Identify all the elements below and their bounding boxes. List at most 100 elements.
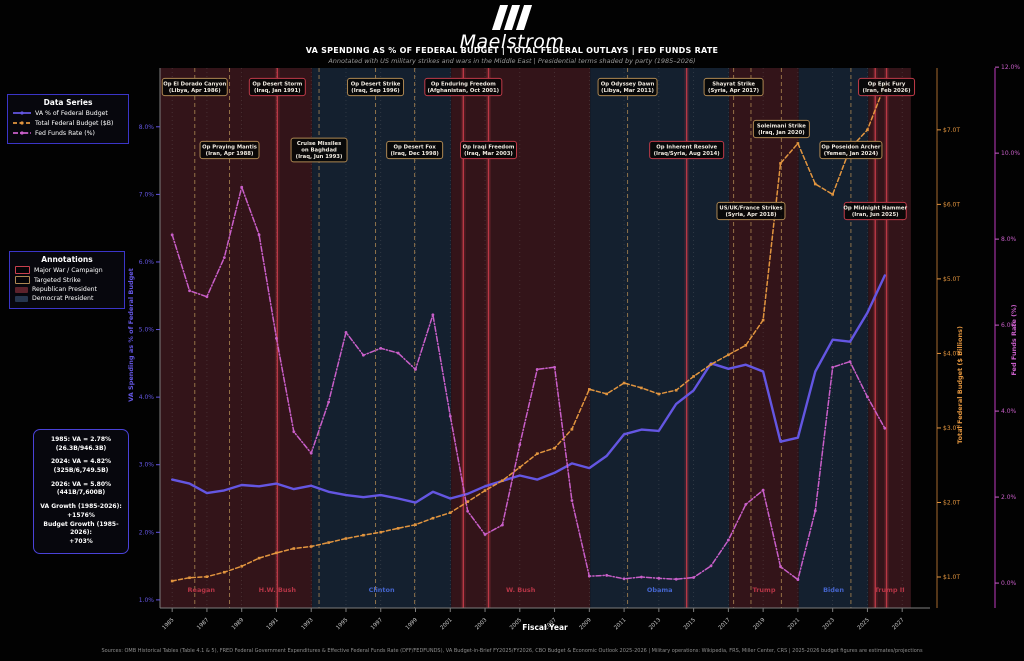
x-tick-label: 2011 [613, 617, 627, 631]
svg-text:Op Odyssey Dawn: Op Odyssey Dawn [601, 81, 655, 87]
svg-text:(Libya, Apr 1986): (Libya, Apr 1986) [169, 88, 221, 94]
x-tick-label: 2003 [474, 617, 488, 631]
president-label: H.W. Bush [259, 586, 297, 594]
annotation-label: Op Inherent Resolve(Iraq/Syria, Aug 2014… [649, 140, 725, 160]
data-point [188, 576, 191, 580]
svg-text:Op Midnight Hammer: Op Midnight Hammer [843, 205, 907, 211]
series-line [171, 84, 886, 582]
data-point [674, 388, 678, 392]
data-point [466, 500, 469, 503]
stat-line: 1985: VA = 2.78% [50, 436, 112, 443]
x-tick-label: 2001 [440, 617, 454, 631]
annotation-label: Op Desert Storm(Iraq, Jan 1991) [248, 77, 306, 97]
data-point [501, 479, 504, 482]
annotations-legend: Annotations Major War / Campaign Targeted… [9, 251, 125, 309]
legend-title: Data Series [43, 98, 93, 107]
data-point [414, 367, 417, 371]
y-tick-label: $3.0T [943, 425, 960, 432]
svg-text:Op Desert Fox: Op Desert Fox [393, 144, 436, 150]
data-point [779, 162, 782, 165]
svg-text:Op Enduring Freedom: Op Enduring Freedom [431, 81, 496, 87]
data-point [796, 142, 800, 145]
legend-item-label: VA % of Federal Budget [35, 109, 108, 117]
annotation-label: Op Poseidon Archer(Yemen, Jan 2024) [819, 140, 883, 160]
svg-text:Op Epic Fury: Op Epic Fury [868, 81, 906, 87]
series-line [170, 274, 886, 504]
y-tick-label: 2.0% [139, 529, 155, 536]
stat-line: +1576% [67, 511, 95, 519]
data-point [448, 414, 452, 418]
x-tick-label: 2013 [648, 617, 662, 631]
svg-text:Op El Dorado Canyon: Op El Dorado Canyon [163, 81, 226, 87]
data-point [518, 443, 522, 447]
x-tick-label: 2019 [752, 617, 766, 631]
president-label: Trump [753, 586, 776, 594]
data-point [170, 233, 174, 237]
data-point [831, 193, 834, 196]
swatch-icon [15, 266, 30, 274]
svg-text:Op Desert Strike: Op Desert Strike [351, 81, 401, 87]
legend-item: VA % of Federal Budget [13, 109, 123, 117]
data-point [257, 556, 261, 560]
data-point [709, 564, 713, 568]
president-band [729, 68, 799, 608]
data-point [379, 346, 383, 350]
data-point [744, 502, 748, 506]
svg-text:(Iraq/Syria, Aug 2014): (Iraq/Syria, Aug 2014) [654, 151, 720, 157]
annotation-labels: Op El Dorado Canyon(Libya, Apr 1986) Op P… [161, 77, 916, 221]
data-point [205, 295, 209, 299]
svg-text:(Syria, Apr 2018): (Syria, Apr 2018) [725, 212, 776, 218]
legend-item: Republican President [15, 286, 119, 293]
svg-text:(Iraq, Jan 1991): (Iraq, Jan 1991) [254, 88, 301, 94]
data-point [344, 331, 348, 334]
line-sample-icon [13, 131, 31, 135]
chart-title: VA SPENDING AS % OF FEDERAL BUDGET | TOT… [305, 46, 719, 55]
svg-text:(Iran, Apr 1988): (Iran, Apr 1988) [206, 151, 254, 157]
y-tick-label: 5.0% [139, 327, 155, 334]
y-tick-label: 2.0% [1001, 494, 1017, 501]
swatch-icon [15, 286, 28, 293]
svg-text:(Libya, Mar 2011): (Libya, Mar 2011) [601, 88, 654, 94]
president-label: Clinton [369, 586, 395, 594]
legend-item-label: Total Federal Budget ($B) [35, 119, 114, 127]
y-left-axis-label: VA Spending as % of Federal Budget [127, 268, 135, 402]
data-point [692, 576, 696, 579]
data-point [518, 465, 522, 469]
y-tick-label: $2.0T [943, 499, 960, 506]
annotation-label: Op Epic Fury(Iran, Feb 2026) [858, 77, 916, 97]
y-tick-label: 1.0% [139, 597, 155, 604]
x-tick-label: 1999 [405, 617, 419, 631]
y-tick-label: 0.0% [1001, 580, 1017, 587]
data-point [535, 367, 539, 371]
president-label: W. Bush [506, 586, 536, 594]
x-tick-label: 2009 [579, 617, 593, 631]
annotation-label: US/UK/France Strikes(Syria, Apr 2018) [716, 201, 786, 221]
data-point [674, 577, 678, 581]
stat-line: 2026: VA = 5.80% [50, 480, 112, 488]
president-labels: Reagan H.W. Bush Clinton W. Bush Obama Trump B… [188, 586, 905, 594]
annotation-label: Op Praying Mantis(Iran, Apr 1988) [199, 140, 260, 160]
x-tick-label: 2017 [718, 617, 732, 631]
stat-line: (26.3B/946.3B) [55, 444, 107, 452]
x-tick-label: 1995 [335, 617, 349, 631]
data-point [866, 395, 869, 399]
legend-item-label: Republican President [32, 286, 97, 293]
data-point [570, 427, 574, 431]
data-point [848, 360, 852, 364]
x-tick-label: 1987 [196, 617, 210, 631]
data-point [222, 256, 226, 260]
stat-line: VA Growth (1985-2026): [40, 503, 122, 511]
president-bands [160, 68, 911, 608]
legend-item: Major War / Campaign [15, 266, 119, 274]
president-label: Obama [647, 586, 673, 594]
y-tick-label: 6.0% [1001, 322, 1017, 329]
data-point [813, 509, 817, 513]
svg-text:(Iraq, Sep 1996): (Iraq, Sep 1996) [351, 88, 399, 94]
y-tick-label: 8.0% [1001, 236, 1017, 243]
data-point [535, 452, 539, 455]
data-point [483, 533, 487, 536]
svg-text:Op Poseidon Archer: Op Poseidon Archer [821, 144, 880, 150]
y-tick-label: 6.0% [139, 259, 155, 266]
